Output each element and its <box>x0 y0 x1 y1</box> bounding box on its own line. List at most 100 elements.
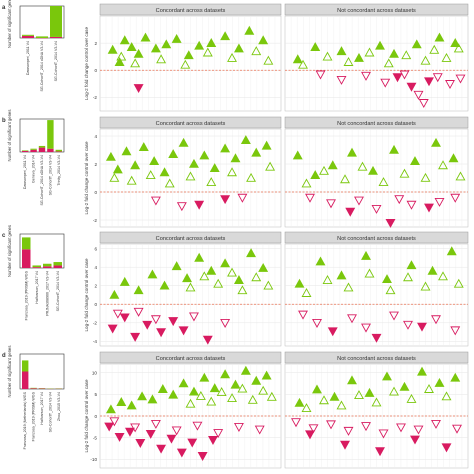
up-triangle-point <box>121 146 132 156</box>
down-triangle-point <box>431 419 441 429</box>
down-triangle-point <box>119 313 130 323</box>
up-triangle-point <box>109 172 120 182</box>
up-triangle-point <box>178 378 189 388</box>
up-triangle-point <box>371 397 382 407</box>
down-triangle-point <box>150 196 161 206</box>
up-triangle-point <box>343 282 354 292</box>
up-triangle-point <box>399 168 410 178</box>
down-triangle-point <box>305 193 315 203</box>
down-triangle-point <box>178 326 189 336</box>
bar-y-label: Number of significant genes <box>7 110 12 162</box>
up-triangle-point <box>206 177 217 187</box>
down-triangle-point <box>432 73 443 83</box>
panel-letter: c <box>2 233 6 239</box>
up-triangle-point <box>138 142 149 152</box>
bar-category-label: Halfvarson_2017 V4 <box>40 392 44 425</box>
y-tick-label: 4 <box>94 265 97 270</box>
panel-b: Number of significant genes Dawsonperi_20… <box>7 110 469 228</box>
up-triangle-point <box>261 140 272 150</box>
up-triangle-point <box>227 167 237 177</box>
bar <box>38 145 46 148</box>
down-triangle-point <box>315 70 326 80</box>
facet-label: Not concordant across datasets <box>337 8 416 14</box>
down-triangle-point <box>202 335 213 345</box>
up-triangle-point <box>406 393 417 403</box>
down-triangle-point <box>308 424 319 434</box>
bar <box>38 147 46 152</box>
down-triangle-point <box>417 322 427 332</box>
up-triangle-point <box>438 160 448 170</box>
facet-strip <box>99 231 282 244</box>
y-tick-label: 5 <box>94 392 97 397</box>
down-triangle-point <box>343 426 354 436</box>
up-triangle-point <box>357 161 368 171</box>
up-triangle-point <box>220 31 231 41</box>
up-triangle-point <box>368 165 378 175</box>
up-triangle-point <box>116 397 127 406</box>
up-triangle-point <box>147 394 158 404</box>
up-triangle-point <box>375 40 385 50</box>
down-triangle-point <box>130 423 141 433</box>
up-triangle-point <box>119 35 130 45</box>
y-tick-label: -5 <box>93 435 98 440</box>
bar-category-label: Halfvarson_2017 V4 <box>35 271 39 304</box>
up-triangle-point <box>364 387 375 397</box>
up-triangle-point <box>105 151 116 161</box>
y-tick-label: 4 <box>94 134 97 139</box>
up-triangle-point <box>183 50 194 60</box>
up-triangle-point <box>130 160 141 170</box>
up-triangle-point <box>385 285 396 295</box>
down-triangle-point <box>418 99 429 108</box>
up-triangle-point <box>220 258 231 268</box>
y-tick-label: 6 <box>94 246 97 251</box>
y-tick-label: -10 <box>90 457 97 462</box>
down-triangle-point <box>104 422 115 432</box>
up-triangle-point <box>157 384 168 393</box>
up-triangle-point <box>246 172 257 182</box>
bar-category-label: Trinity_2014 V3-V4 <box>57 155 61 186</box>
up-triangle-point <box>126 400 137 410</box>
up-triangle-point <box>246 248 257 258</box>
up-triangle-point <box>410 156 420 166</box>
facet-strip <box>284 116 469 129</box>
up-triangle-point <box>364 268 375 278</box>
bar-category-label: Franzosa_2019 (PRISM) WGS <box>24 270 28 320</box>
down-triangle-point <box>371 204 382 214</box>
up-triangle-point <box>427 265 438 275</box>
bar-y-label: Number of significant genes <box>7 0 12 48</box>
down-triangle-point <box>150 419 161 429</box>
up-triangle-point <box>434 32 445 42</box>
up-triangle-point <box>119 276 130 286</box>
up-triangle-point <box>265 161 276 171</box>
bar <box>43 263 52 267</box>
up-triangle-point <box>453 43 464 53</box>
up-triangle-point <box>185 282 196 292</box>
up-triangle-point <box>199 372 210 382</box>
up-triangle-point <box>220 369 231 379</box>
up-triangle-point <box>424 384 434 393</box>
up-triangle-point <box>209 383 220 393</box>
down-triangle-point <box>336 75 347 85</box>
up-triangle-point <box>263 280 274 290</box>
panel-letter: b <box>2 118 6 124</box>
bar <box>55 151 62 152</box>
down-triangle-point <box>135 439 146 448</box>
down-triangle-point <box>450 193 461 203</box>
up-triangle-point <box>130 58 141 68</box>
up-triangle-point <box>251 375 262 385</box>
bar <box>32 265 41 268</box>
up-triangle-point <box>327 160 338 170</box>
up-triangle-point <box>147 269 158 279</box>
down-triangle-point <box>455 74 466 84</box>
y-tick-label: -4 <box>93 339 98 344</box>
up-triangle-point <box>251 147 262 157</box>
up-triangle-point <box>240 365 251 375</box>
up-triangle-point <box>199 271 210 281</box>
up-triangle-point <box>206 38 217 47</box>
down-triangle-point <box>394 195 405 205</box>
down-triangle-point <box>347 314 357 324</box>
facet-label: Concordant across datasets <box>156 236 226 242</box>
down-triangle-point <box>145 429 156 439</box>
up-triangle-point <box>322 51 333 61</box>
